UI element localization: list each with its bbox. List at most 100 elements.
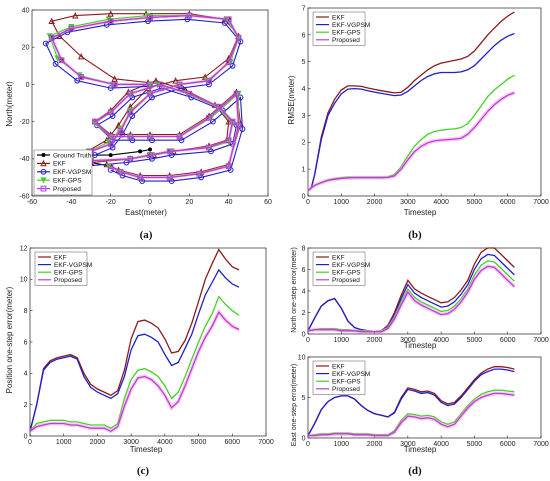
x-tick-label: 2000: [367, 441, 383, 448]
panel-b-ylabel: RMSE(meter): [287, 75, 296, 124]
data-point-proposed: [196, 170, 203, 177]
data-point-vgpsm: [107, 85, 114, 92]
data-point-proposed: [147, 133, 153, 140]
data-point-proposed: [117, 168, 124, 175]
series-line-proposed: [307, 265, 515, 333]
panel-a-xlabel: East(meter): [125, 208, 167, 217]
data-point-gps: [68, 23, 75, 31]
legend-entry-ekf: EKF: [332, 363, 345, 370]
legend-entry-gps: EKF-GPS: [54, 270, 83, 277]
x-tick-label: 5000: [467, 337, 483, 344]
panel-c-plot: 0 1000 2000 3000 4000 5000 6000 7000 0 2 4 6 8 10 12 EK…: [20, 245, 274, 446]
y-tick-label: 2: [302, 310, 306, 317]
legend-entry-ekf: EKF: [54, 254, 67, 261]
y-tick-label: 6: [302, 32, 306, 39]
x-tick-label: -40: [66, 199, 76, 206]
legend-entry-ekf: EKF: [332, 254, 345, 261]
data-point-proposed: [107, 133, 114, 140]
x-tick-label: 7000: [258, 439, 274, 446]
panel-b-plot: 0 1000 2000 3000 4000 5000 6000 7000 0 1 2 3 4 5 6 7 EKF…: [302, 5, 549, 206]
panel-a-label: (a): [140, 229, 153, 241]
data-point-vgpsm: [42, 40, 49, 47]
legend-entry-proposed: Proposed: [332, 386, 360, 393]
panel-b: 0 1000 2000 3000 4000 5000 6000 7000 0 1 2 3 4 5 6 7 EKF…: [287, 5, 549, 241]
y-tick-label: -60: [19, 193, 29, 200]
x-tick-label: 6000: [500, 337, 516, 344]
panel-d: 0 1000 2000 3000 4000 5000 6000 700002468EKFEKF…: [291, 245, 549, 477]
data-point-proposed: [111, 81, 118, 88]
data-point-ekf: [72, 12, 79, 19]
y-tick-label: 8: [302, 245, 306, 252]
x-tick-label: 6000: [500, 199, 516, 206]
data-point-proposed: [186, 90, 193, 97]
data-point-proposed: [147, 152, 153, 158]
panel-c-ylabel: Position one-step error(meter): [5, 286, 14, 393]
y-tick-label: 6: [302, 267, 306, 274]
data-point-vgpsm: [229, 141, 236, 147]
y-tick-label: 40: [22, 7, 30, 14]
y-tick-label: 6: [24, 339, 28, 346]
panel-d-top-xlabel: Timestep: [404, 341, 437, 350]
y-tick-label: 10: [298, 354, 306, 361]
data-point-truth: [148, 147, 152, 152]
data-point-proposed: [206, 77, 212, 84]
data-point-proposed: [225, 16, 232, 23]
data-point-proposed: [225, 137, 232, 144]
panel-b-xlabel: Timestep: [404, 208, 437, 217]
panel-d-label: (d): [408, 465, 422, 477]
data-point-proposed: [225, 59, 232, 65]
legend-entry-ekf: EKF: [53, 161, 66, 168]
data-point-ekf: [172, 77, 179, 84]
y-tick-label: 1: [302, 167, 306, 174]
legend-entry-vgpsm: EKF-VGPSM: [332, 371, 370, 378]
y-tick-label: 2: [302, 140, 306, 147]
x-tick-label: 7000: [533, 337, 549, 344]
panel-a: -60 -40 -20 0 20 40 60 -60 -40 -20 0 20 40 Ground Tru…: [5, 7, 272, 241]
y-tick-label: 4: [24, 371, 28, 378]
legend-marker-truth: [41, 153, 46, 157]
data-point-vgpsm: [52, 61, 59, 67]
x-tick-label: 5000: [467, 199, 483, 206]
y-tick-label: 0: [24, 433, 28, 440]
x-tick-label: 5000: [467, 441, 483, 448]
series-line-gps: [307, 389, 515, 437]
series-line-vgpsm: [307, 32, 515, 192]
y-tick-label: 0: [302, 193, 306, 200]
series-line-proposed: [29, 311, 240, 433]
data-point-ekf: [111, 75, 118, 82]
data-point-truth: [138, 149, 143, 154]
y-tick-label: 7: [302, 5, 306, 12]
y-tick-label: 2: [24, 402, 28, 409]
data-point-proposed: [206, 114, 212, 121]
y-tick-label: -40: [19, 156, 29, 163]
panel-c-xlabel: Timestep: [130, 445, 163, 454]
y-tick-label: 5: [302, 59, 306, 66]
panel-b-label: (b): [408, 229, 422, 241]
data-point-proposed: [107, 109, 114, 116]
x-tick-label: 1000: [333, 199, 349, 206]
legend-entry-proposed: Proposed: [332, 277, 360, 284]
data-point-proposed: [147, 81, 153, 88]
series-line-vgpsm: [307, 253, 515, 333]
data-point-proposed: [107, 163, 114, 170]
data-point-proposed: [127, 90, 134, 97]
data-point-proposed: [127, 133, 134, 140]
panel-d-bottom-xlabel: Timestep: [404, 445, 437, 454]
data-point-proposed: [78, 74, 85, 80]
x-tick-label: 60: [264, 199, 272, 206]
x-tick-label: 2000: [367, 337, 383, 344]
data-point-vgpsm: [229, 62, 236, 69]
y-tick-label: 8: [24, 308, 28, 315]
x-tick-label: 4000: [433, 441, 449, 448]
x-tick-label: 0: [306, 441, 310, 448]
x-tick-label: 2000: [90, 439, 106, 446]
data-point-proposed: [166, 148, 173, 155]
x-tick-label: 4000: [157, 439, 173, 446]
data-point-vgpsm: [239, 126, 246, 132]
data-point-proposed: [176, 81, 183, 88]
panel-d-bottom-ylabel: East one-step error(meter): [291, 364, 298, 446]
data-point-proposed: [147, 90, 153, 97]
data-point-proposed: [48, 35, 55, 41]
legend-box: [33, 149, 93, 196]
data-point-proposed: [176, 133, 183, 140]
